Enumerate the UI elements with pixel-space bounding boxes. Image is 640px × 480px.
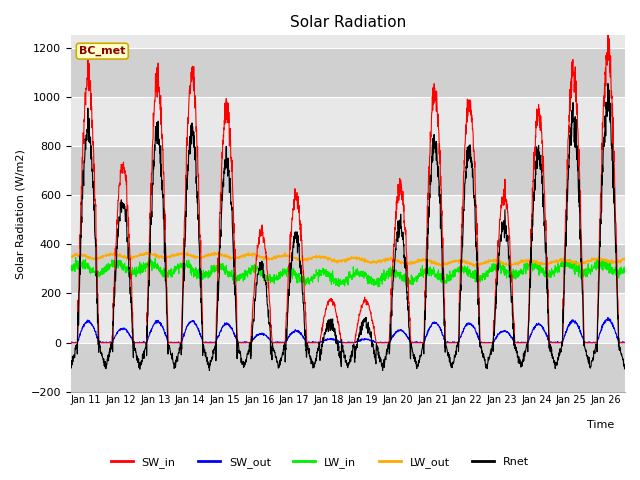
LW_out bbox=[470, 264, 478, 270]
SW_out bbox=[381, 340, 389, 346]
Rnet bbox=[242, 357, 250, 362]
Bar bbox=[71, 146, 625, 195]
SW_out bbox=[67, 340, 75, 346]
LW_out bbox=[122, 254, 130, 260]
LW_in bbox=[122, 265, 130, 271]
LW_in bbox=[515, 268, 523, 274]
Bar bbox=[71, 343, 625, 392]
Title: Solar Radiation: Solar Radiation bbox=[290, 15, 406, 30]
Legend: SW_in, SW_out, LW_in, LW_out, Rnet: SW_in, SW_out, LW_in, LW_out, Rnet bbox=[106, 452, 534, 472]
SW_out bbox=[515, 340, 523, 346]
Bar bbox=[71, 48, 625, 97]
Line: SW_in: SW_in bbox=[71, 34, 625, 343]
Rnet bbox=[604, 81, 612, 86]
LW_out bbox=[515, 260, 523, 266]
LW_out bbox=[614, 259, 621, 265]
LW_out bbox=[547, 260, 554, 265]
LW_in bbox=[72, 255, 79, 261]
Rnet bbox=[621, 364, 629, 370]
SW_out bbox=[604, 314, 612, 320]
Line: SW_out: SW_out bbox=[71, 317, 625, 343]
Rnet bbox=[547, 348, 554, 354]
SW_in bbox=[242, 340, 250, 346]
Rnet bbox=[515, 354, 523, 360]
LW_in bbox=[614, 269, 621, 275]
SW_in bbox=[67, 340, 75, 346]
SW_in bbox=[122, 172, 130, 178]
SW_out bbox=[547, 339, 554, 345]
Rnet bbox=[381, 354, 389, 360]
SW_in bbox=[515, 340, 522, 346]
Rnet bbox=[205, 368, 213, 373]
LW_in bbox=[374, 284, 382, 290]
LW_in bbox=[67, 268, 75, 274]
LW_out bbox=[621, 256, 629, 262]
SW_in bbox=[614, 278, 621, 284]
SW_out bbox=[614, 336, 621, 342]
LW_out bbox=[242, 253, 250, 259]
LW_out bbox=[381, 255, 389, 261]
SW_in bbox=[604, 31, 612, 37]
Rnet bbox=[122, 207, 130, 213]
LW_in bbox=[547, 271, 554, 276]
SW_out bbox=[122, 327, 130, 333]
SW_in bbox=[381, 340, 389, 346]
SW_in bbox=[546, 340, 554, 346]
SW_out bbox=[67, 339, 75, 345]
Rnet bbox=[614, 310, 621, 315]
Y-axis label: Solar Radiation (W/m2): Solar Radiation (W/m2) bbox=[15, 149, 25, 278]
SW_in bbox=[621, 340, 629, 346]
Bar bbox=[71, 244, 625, 293]
Rnet bbox=[67, 362, 75, 368]
Text: BC_met: BC_met bbox=[79, 46, 125, 56]
Line: Rnet: Rnet bbox=[71, 84, 625, 371]
LW_in bbox=[242, 272, 250, 278]
Line: LW_in: LW_in bbox=[71, 258, 625, 287]
LW_in bbox=[381, 271, 389, 277]
SW_out bbox=[242, 340, 250, 346]
LW_out bbox=[143, 249, 150, 255]
X-axis label: Time: Time bbox=[587, 420, 614, 431]
SW_out bbox=[621, 340, 629, 346]
LW_out bbox=[67, 255, 75, 261]
LW_in bbox=[621, 269, 629, 275]
Line: LW_out: LW_out bbox=[71, 252, 625, 267]
